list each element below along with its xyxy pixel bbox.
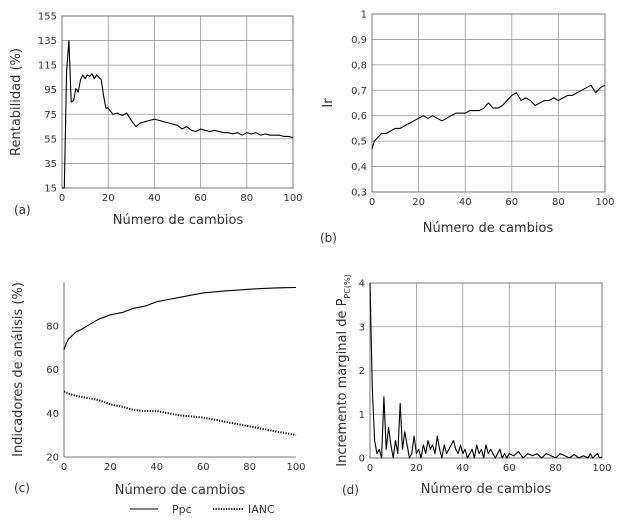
y-axis-title-text: Indicadores de análisis (%) xyxy=(11,282,26,457)
y-axis-title-text: Rentabilidad (%) xyxy=(9,48,24,156)
y-axis-title: Rentabilidad (%) xyxy=(9,48,24,156)
series-line-ppc xyxy=(63,286,297,350)
series-line-d-0 xyxy=(369,282,603,459)
x-tick-label: 20 xyxy=(104,462,117,473)
x-tick-label: 60 xyxy=(197,462,210,473)
y-tick-label: 0,9 xyxy=(351,35,367,46)
y-tick-label: 60 xyxy=(46,365,59,376)
y-tick-label: 0,6 xyxy=(351,111,367,122)
series-line-a-0 xyxy=(62,40,294,189)
x-tick-label: 60 xyxy=(505,197,518,208)
panel-label: (a) xyxy=(14,203,31,217)
y-tick-label: 155 xyxy=(38,12,57,23)
series-line-ianc xyxy=(63,390,297,437)
x-tick-label: 40 xyxy=(456,463,469,474)
legend-label-ppc: Ppc xyxy=(172,503,192,516)
x-tick-label: 20 xyxy=(410,463,423,474)
y-tick-label: 3 xyxy=(359,322,365,333)
x-tick-label: 0 xyxy=(367,463,373,474)
chart-panel-b: 0 20 40 60 80 100 0,3 0,4 0,5 0,6 0,7 0,8 0,9 1 Número… xyxy=(320,10,615,246)
x-tick-label: 40 xyxy=(150,462,163,473)
series-line-b-0 xyxy=(371,84,606,149)
y-tick-label: 115 xyxy=(38,61,57,72)
y-axis-title-subscript: PC(%) xyxy=(343,274,352,298)
x-tick-label: 20 xyxy=(412,197,425,208)
panel-label: (b) xyxy=(320,231,337,245)
y-tick-label: 0,4 xyxy=(351,162,367,173)
y-tick-label: 55 xyxy=(44,134,57,145)
x-tick-label: 0 xyxy=(369,197,375,208)
x-axis-title: Número de cambios xyxy=(423,221,554,236)
x-tick-label: 40 xyxy=(148,193,161,204)
y-tick-label: 0,3 xyxy=(351,188,367,199)
chart-panel-d: 0 20 40 60 80 100 0 1 2 3 4 Número de cambios Increm… xyxy=(335,274,612,497)
plot-frame xyxy=(61,15,294,189)
plot-frame xyxy=(371,13,606,193)
legend-label-ianc: IANC xyxy=(248,503,275,516)
chart-panel-a: 0 20 40 60 80 100 15 35 55 75 95 115 135 155 Número de… xyxy=(9,12,303,229)
x-tick-label: 60 xyxy=(503,463,516,474)
x-axis-title: Número de cambios xyxy=(421,482,552,497)
x-tick-label: 80 xyxy=(240,193,253,204)
y-axis-title: Indicadores de análisis (%) xyxy=(11,282,26,457)
y-tick-label: 75 xyxy=(44,110,57,121)
y-axis-title-text: Ir xyxy=(321,98,336,108)
x-axis-title: Número de cambios xyxy=(115,483,246,498)
x-tick-label: 100 xyxy=(595,197,614,208)
y-tick-label: 40 xyxy=(46,409,59,420)
y-tick-label: 0,7 xyxy=(351,86,367,97)
x-tick-label: 0 xyxy=(61,462,67,473)
plot-frame xyxy=(369,282,603,459)
x-tick-label: 80 xyxy=(552,197,565,208)
y-axis-title: Ir xyxy=(321,98,336,108)
y-tick-label: 20 xyxy=(46,453,59,464)
y-tick-label: 0,5 xyxy=(351,137,367,148)
x-tick-label: 0 xyxy=(59,193,65,204)
y-tick-label: 0,8 xyxy=(351,60,367,71)
x-axis-title: Número de cambios xyxy=(113,213,244,228)
y-tick-label: 80 xyxy=(46,321,59,332)
legend-c: Ppc IANC xyxy=(130,503,275,516)
panel-label: (d) xyxy=(342,483,359,497)
y-axis-title: Incremento marginal de PPC(%) xyxy=(335,274,352,466)
x-tick-label: 20 xyxy=(102,193,115,204)
x-tick-label: 100 xyxy=(283,193,302,204)
y-tick-label: 1 xyxy=(361,10,367,21)
y-tick-label: 0 xyxy=(359,454,365,465)
y-tick-label: 4 xyxy=(359,279,365,290)
x-tick-label: 80 xyxy=(549,463,562,474)
y-tick-label: 95 xyxy=(44,85,57,96)
x-tick-label: 100 xyxy=(592,463,611,474)
x-tick-label: 100 xyxy=(286,462,305,473)
x-tick-label: 60 xyxy=(194,193,207,204)
panel-label: (c) xyxy=(14,481,30,495)
y-tick-label: 15 xyxy=(44,184,57,195)
y-axis-title-text: Incremento marginal de P xyxy=(335,298,350,466)
y-tick-label: 135 xyxy=(38,36,57,47)
x-tick-label: 80 xyxy=(243,462,256,473)
y-tick-label: 35 xyxy=(44,159,57,170)
y-tick-label: 1 xyxy=(359,410,365,421)
y-tick-label: 2 xyxy=(359,366,365,377)
x-tick-label: 40 xyxy=(459,197,472,208)
